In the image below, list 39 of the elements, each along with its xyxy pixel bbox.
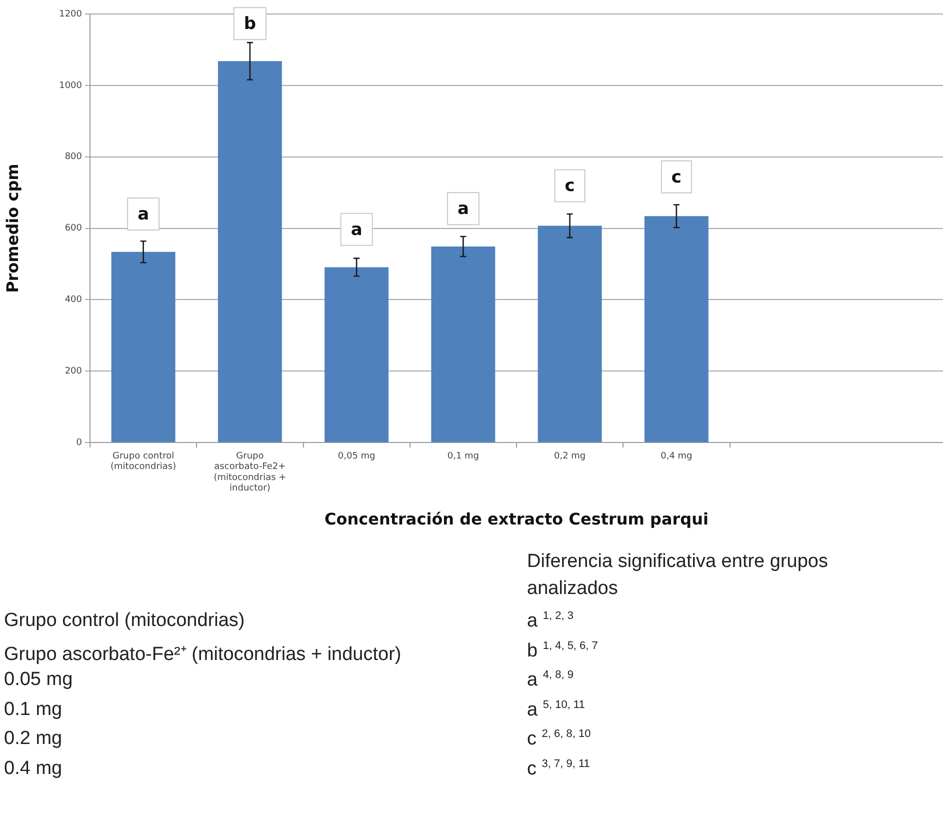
x-tick-label: 0,1 mg xyxy=(447,451,480,462)
x-tick-label: Grupo control (mitocondrias) xyxy=(110,451,176,472)
text: b $^{1, 4, 5, 6, 7}$ xyxy=(527,640,598,662)
text: Grupo control (mitocondrias) xyxy=(4,610,245,632)
text: c $^{2, 6, 8, 10}$ xyxy=(527,728,591,750)
annotation: a xyxy=(138,204,150,224)
text: 0.4 mg xyxy=(4,758,62,780)
annotation: a xyxy=(350,220,362,240)
text: a $^{5, 10, 11}$ xyxy=(527,698,585,721)
text: c $^{3, 7, 9, 11}$ xyxy=(527,758,590,780)
bar xyxy=(538,226,602,442)
bar xyxy=(324,267,389,442)
y-tick-label: 0 xyxy=(76,438,82,448)
y-tick-label: 1000 xyxy=(59,80,82,91)
y-tick-label: 800 xyxy=(64,152,82,162)
text: a $^{4, 8, 9}$ xyxy=(527,669,574,692)
bar xyxy=(218,61,282,442)
x-tick-label: 0,2 mg xyxy=(554,451,586,462)
y-tick-label: 600 xyxy=(64,224,82,234)
bar xyxy=(111,252,176,442)
text: 0.05 mg xyxy=(4,669,73,691)
bar xyxy=(644,216,708,442)
text: 0.1 mg xyxy=(4,698,62,720)
y-tick-label: 200 xyxy=(64,366,82,377)
bar xyxy=(431,246,496,442)
text: a $^{1, 2, 3}$ xyxy=(527,610,574,632)
x-tick-label: Grupo ascorbato-Fe2+ (mitocondrias + inductor) xyxy=(214,451,286,494)
annotation: a xyxy=(457,199,469,220)
annotation: b xyxy=(244,14,256,34)
y-tick-label: 1200 xyxy=(59,9,82,20)
x-tick-label: 0,05 mg xyxy=(338,451,376,462)
x-axis-title: Concentración de extracto Cestrum parqui xyxy=(324,510,708,529)
y-axis-title: Promedio cpm xyxy=(2,164,22,293)
annotation: c xyxy=(564,176,575,196)
annotation: c xyxy=(671,167,682,188)
y-tick-label: 400 xyxy=(64,295,82,306)
x-tick-label: 0,4 mg xyxy=(660,451,692,462)
text: Grupo ascorbato-Fe²⁺ (mitocondrias + inductor) xyxy=(4,642,402,666)
text: 0.2 mg xyxy=(4,728,62,750)
